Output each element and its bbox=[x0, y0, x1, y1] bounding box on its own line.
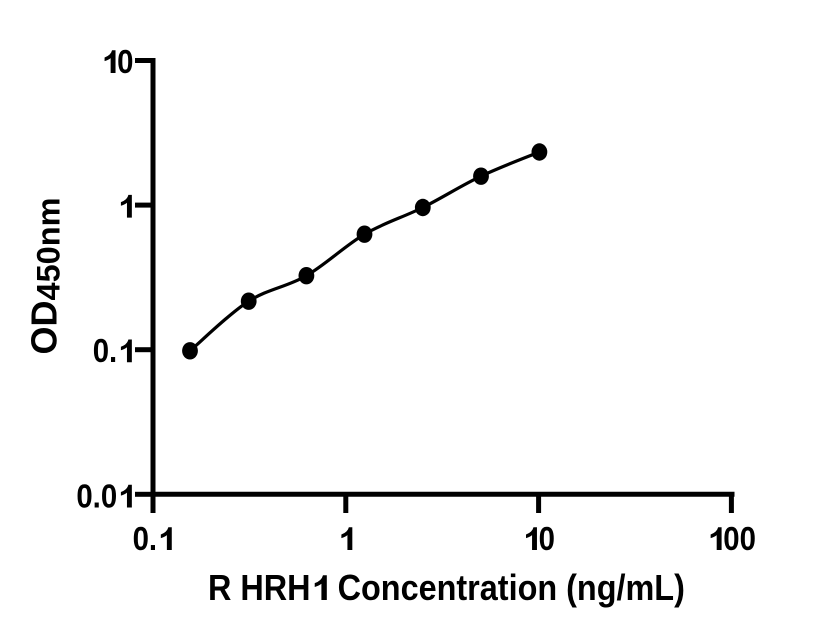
svg-text:R HRH: R HRH bbox=[208, 568, 311, 608]
svg-text:0.0: 0.0 bbox=[76, 478, 117, 515]
svg-text:0.: 0. bbox=[93, 333, 117, 370]
svg-text:0: 0 bbox=[117, 43, 133, 80]
svg-text:OD450nm: OD450nm bbox=[24, 198, 67, 355]
svg-text:00: 00 bbox=[723, 520, 756, 557]
svg-text:0: 0 bbox=[539, 520, 555, 557]
svg-text:Concentration (ng/mL): Concentration (ng/mL) bbox=[338, 568, 685, 608]
svg-text:0.: 0. bbox=[133, 520, 157, 557]
